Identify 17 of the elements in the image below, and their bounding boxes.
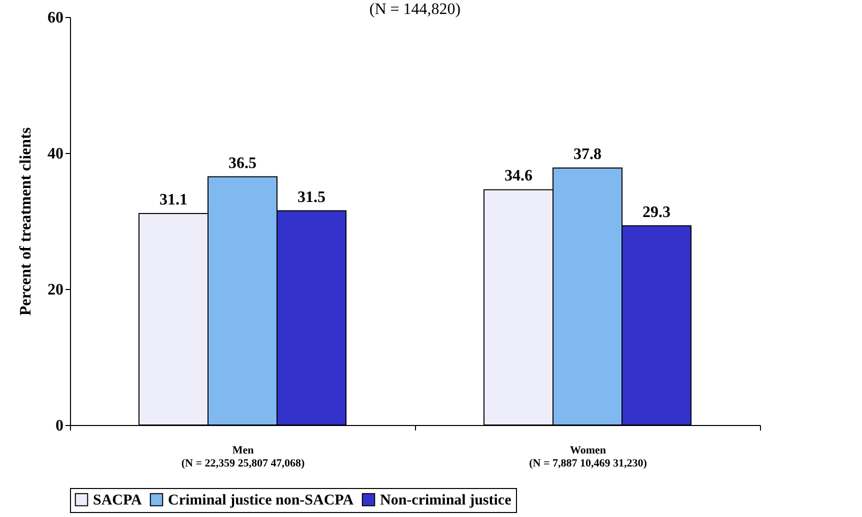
x-tick-label: Women (N = 7,887 10,469 31,230) bbox=[529, 444, 648, 470]
data-label: 29.3 bbox=[642, 204, 670, 221]
data-label: 36.5 bbox=[228, 154, 256, 172]
chart-title: (N = 144,820) bbox=[369, 1, 461, 18]
x-tick-label: Men (N = 22,359 25,807 47,068) bbox=[181, 444, 305, 470]
y-tick-label: 0 bbox=[56, 418, 64, 434]
legend-label: SACPA bbox=[93, 492, 142, 509]
y-tick-label: 20 bbox=[48, 282, 64, 298]
data-label: 31.1 bbox=[160, 192, 188, 209]
legend-label: Non-criminal justice bbox=[380, 492, 512, 509]
y-tick-label: 40 bbox=[48, 146, 64, 162]
legend-label: Criminal justice non-SACPA bbox=[168, 492, 354, 509]
y-axis-title: Percent of treatment clients bbox=[18, 127, 34, 316]
data-label: 37.8 bbox=[574, 146, 602, 163]
y-tick-label: 60 bbox=[48, 10, 64, 26]
data-label: 31.5 bbox=[298, 188, 326, 206]
data-label: 34.6 bbox=[504, 168, 532, 185]
